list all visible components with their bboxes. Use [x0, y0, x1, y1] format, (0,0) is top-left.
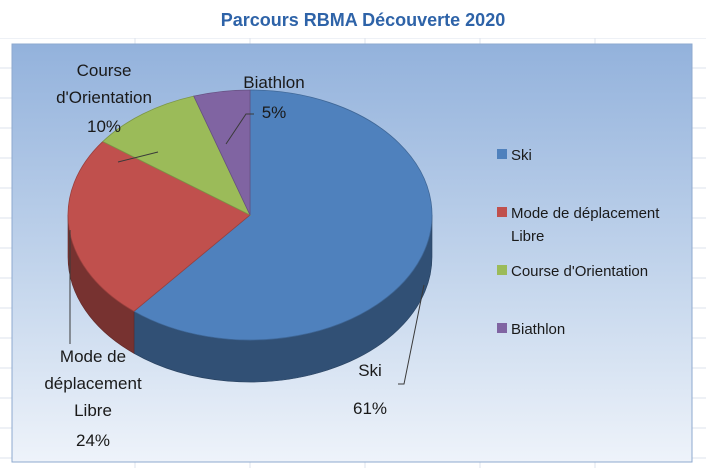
legend: Ski Mode de déplacement Libre Course d'Orie… — [497, 147, 660, 338]
data-label-percent-ski: 61% — [353, 399, 387, 418]
pie-slice-course-d-orientation — [102, 95, 251, 216]
legend-label-biathlon: Biathlon — [511, 321, 565, 338]
legend-label-ski: Ski — [511, 147, 532, 164]
data-label-course-d-orientation: d'Orientation — [56, 88, 152, 107]
data-label-percent-biathlon: 5% — [262, 103, 287, 122]
data-label-mode-de-d-placement-libre: déplacement — [44, 374, 142, 393]
leader-line-course-d-orientation — [117, 151, 159, 163]
legend-swatch-biathlon — [497, 323, 507, 333]
legend-swatch-course-d-orientation — [497, 265, 507, 275]
title-bar — [0, 0, 706, 38]
legend-label-course-d-orientation: Course d'Orientation — [511, 263, 648, 280]
leader-line-biathlon — [225, 113, 254, 145]
leader-line-ski — [398, 284, 425, 385]
data-label-mode-de-d-placement-libre: Mode de — [60, 347, 126, 366]
data-label-percent-course-d-orientation: 10% — [87, 117, 121, 136]
chart-title: Parcours RBMA Découverte 2020 — [221, 10, 505, 30]
data-label-ski: Ski — [358, 361, 382, 380]
data-label-mode-de-d-placement-libre: Libre — [74, 401, 112, 420]
data-label-biathlon: Biathlon — [243, 73, 304, 92]
legend-label-mode-de-d-placement-libre: Libre — [511, 228, 544, 245]
data-label-course-d-orientation: Course — [77, 61, 132, 80]
legend-label-mode-de-d-placement-libre: Mode de déplacement — [511, 205, 660, 222]
data-labels: Ski 61% Mode de déplacement Libre 24% Course d'… — [44, 61, 425, 450]
pie-layer — [67, 89, 433, 383]
data-label-percent-mode-de-d-placement-libre: 24% — [76, 431, 110, 450]
pie-slice-ski — [133, 89, 433, 341]
pie-slice-biathlon — [193, 89, 251, 216]
legend-swatch-ski — [497, 149, 507, 159]
legend-swatch-mode-de-d-placement-libre — [497, 207, 507, 217]
